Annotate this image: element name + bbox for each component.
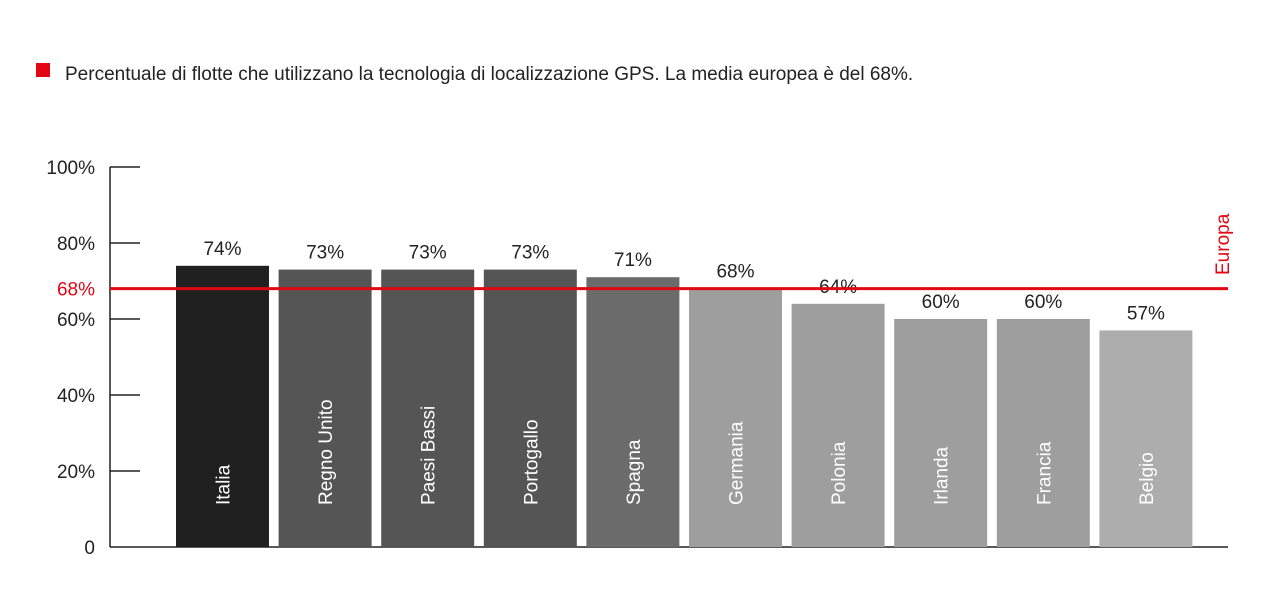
category-label: Irlanda [932, 446, 953, 505]
category-label: Belgio [1137, 452, 1158, 505]
legend: Percentuale di flotte che utilizzano la … [36, 63, 913, 85]
legend-text: Percentuale di flotte che utilizzano la … [65, 64, 913, 85]
y-tick-label: 0 [84, 538, 95, 559]
bar [1099, 330, 1193, 547]
y-tick-label: 60% [57, 310, 95, 331]
bar-value-label: 68% [716, 262, 754, 283]
bar [483, 269, 577, 547]
category-label: Francia [1034, 441, 1055, 505]
bar [689, 288, 782, 547]
category-label: Paesi Bassi [419, 406, 440, 505]
bar [381, 269, 475, 547]
y-tick-label: 80% [57, 234, 95, 255]
bar [791, 303, 885, 547]
bar-value-label: 73% [409, 243, 447, 264]
category-label: Germania [727, 421, 748, 505]
bar-value-label: 60% [922, 292, 960, 313]
category-label: Regno Unito [316, 399, 337, 505]
bar [176, 265, 269, 547]
y-tick-label: 20% [57, 462, 95, 483]
y-tick-label: 100% [46, 158, 95, 179]
category-label: Polonia [829, 441, 850, 505]
bar-value-label: 71% [614, 250, 652, 271]
category-labels: Italia Regno Unito Paesi Bassi Portogallo Sp… [214, 399, 1158, 505]
bar [996, 319, 1090, 547]
bar-value-label: 73% [306, 243, 344, 264]
value-labels: 74%73%73%73%71%68%64%60%60%57% [203, 239, 1165, 325]
category-label: Portogallo [521, 419, 542, 505]
bar-value-label: 73% [511, 243, 549, 264]
bar [894, 319, 988, 547]
legend-swatch [36, 63, 50, 77]
y-tick-label: 40% [57, 386, 95, 407]
bar-value-label: 60% [1024, 292, 1062, 313]
bar-value-label: 57% [1127, 303, 1165, 324]
reference-value-label: 68% [57, 280, 95, 301]
category-label: Italia [214, 464, 235, 505]
bars [176, 265, 1193, 547]
reference-name-label: Europa [1213, 213, 1234, 275]
bar-value-label: 74% [203, 239, 241, 260]
bar [278, 269, 372, 547]
category-label: Spagna [624, 439, 645, 505]
reference-line-group: 68% Europa [57, 213, 1234, 300]
bar [586, 277, 680, 547]
